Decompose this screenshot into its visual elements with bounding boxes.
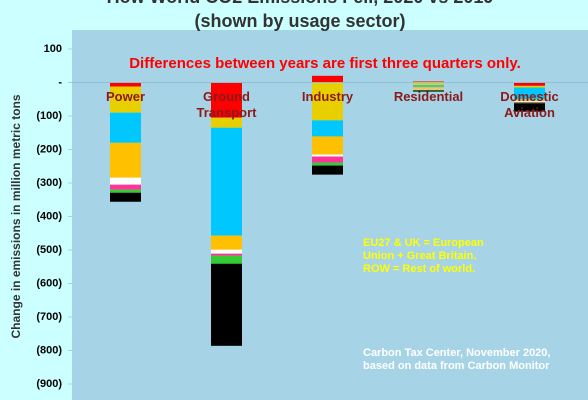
bar-segment (514, 82, 545, 86)
bar-segment (110, 177, 141, 185)
bar-segment (312, 156, 343, 163)
category-label: Power (106, 89, 145, 104)
bar-segment (312, 75, 343, 83)
bar-segment (413, 90, 444, 92)
y-tick-label: (100) (36, 110, 62, 122)
bar-segment (514, 99, 545, 101)
bar-segment (514, 85, 545, 88)
y-tick-label: (400) (36, 210, 62, 222)
bar-segment (514, 100, 545, 102)
bar-segment (211, 117, 242, 128)
chart-title: (shown by usage sector) (194, 11, 405, 31)
bar-segment (312, 82, 343, 121)
annotation: Differences between years are first thre… (129, 55, 521, 72)
annotation: Carbon Tax Center, November 2020, (363, 347, 550, 359)
bar-segment (110, 82, 141, 87)
bar-segment (211, 127, 242, 236)
y-tick-label: (800) (36, 344, 62, 356)
bar-segment (413, 86, 444, 89)
y-tick-label: (600) (36, 277, 62, 289)
bar-segment (312, 162, 343, 166)
annotation: Union + Great Britain. (363, 250, 476, 262)
annotation: based on data from Carbon Monitor (363, 360, 550, 372)
annotation: ROW = Rest of world. (363, 263, 475, 275)
bar-segment (514, 87, 545, 100)
bar-segment (211, 82, 242, 118)
bar-segment (413, 89, 444, 91)
bar-segment (110, 86, 141, 113)
category-label: Domestic Aviation (500, 89, 559, 120)
bar-segment (413, 85, 444, 87)
bar-segment (312, 136, 343, 155)
chart-title: How World CO2 Emissions Fell, 2020 vs 20… (107, 0, 494, 7)
bar-segment (312, 154, 343, 157)
bar-segment (312, 120, 343, 137)
bar-segment (211, 253, 242, 256)
bar-segment (211, 255, 242, 264)
annotation: EU27 & UK = European (363, 237, 484, 249)
y-tick-label: - (58, 76, 62, 88)
y-tick-label: (200) (36, 143, 62, 155)
y-axis-label: Change in emissions in million metric to… (9, 94, 23, 338)
bar-segment (211, 235, 242, 250)
bar-segment (110, 112, 141, 143)
bar-segment (211, 263, 242, 346)
y-tick-label: (500) (36, 244, 62, 256)
y-tick-label: (900) (36, 378, 62, 390)
bar-segment (413, 81, 444, 83)
bar-segment (110, 184, 141, 190)
bar-segment (110, 192, 141, 202)
bar-segment (110, 189, 141, 193)
bar-segment (514, 101, 545, 103)
y-tick-label: 100 (44, 43, 62, 55)
y-tick-label: (700) (36, 311, 62, 323)
bar-segment (211, 249, 242, 254)
bar-segment (514, 102, 545, 104)
bar-segment (514, 103, 545, 112)
bar-segment (312, 165, 343, 175)
bar-segment (110, 142, 141, 178)
bar-segment (413, 88, 444, 90)
category-label: Ground Transport (197, 89, 258, 120)
category-label: Residential (394, 89, 463, 104)
y-tick-label: (300) (36, 177, 62, 189)
bar-segment (413, 82, 444, 86)
category-label: Industry (302, 89, 354, 104)
